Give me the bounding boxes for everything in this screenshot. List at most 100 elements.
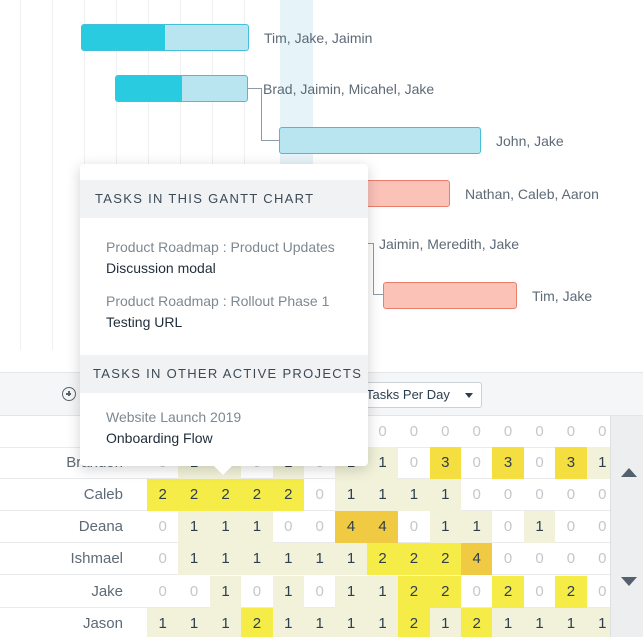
workload-cell[interactable]: 0 xyxy=(315,486,324,503)
workload-cell[interactable]: 1 xyxy=(272,576,304,608)
workload-cell[interactable]: 1 xyxy=(366,479,399,511)
workload-cell[interactable]: 2 xyxy=(398,543,430,575)
workload-cell[interactable]: 0 xyxy=(158,518,167,535)
workload-cell[interactable]: 0 xyxy=(535,583,544,600)
workload-cell[interactable]: 0 xyxy=(598,583,607,600)
workload-cell[interactable]: 3 xyxy=(429,447,461,479)
workload-cell[interactable]: 0 xyxy=(503,550,513,567)
workload-cell[interactable]: 3 xyxy=(555,447,587,479)
workload-cell[interactable]: 2 xyxy=(492,576,524,608)
workload-cell[interactable]: 0 xyxy=(252,583,262,600)
triangle-up-icon[interactable] xyxy=(621,468,637,477)
plus-circle-icon[interactable] xyxy=(62,387,76,401)
workload-cell[interactable]: 1 xyxy=(241,543,273,575)
workload-cell[interactable]: 0 xyxy=(189,583,199,600)
workload-cell[interactable]: 1 xyxy=(178,543,210,575)
workload-cell[interactable]: 2 xyxy=(178,479,210,511)
gantt-bar[interactable] xyxy=(115,75,248,102)
workload-cell[interactable]: 0 xyxy=(472,583,481,600)
workload-cell[interactable]: 1 xyxy=(209,608,242,637)
workload-cell[interactable]: 0 xyxy=(158,583,167,600)
workload-cell[interactable]: 1 xyxy=(461,511,493,543)
workload-cell[interactable]: 4 xyxy=(461,543,493,575)
workload-cell[interactable]: 0 xyxy=(566,518,576,535)
workload-cell[interactable]: 0 xyxy=(598,423,607,440)
workload-cell[interactable]: 2 xyxy=(398,576,430,608)
workload-cell[interactable]: 0 xyxy=(441,423,450,440)
workload-cell[interactable]: 2 xyxy=(555,576,587,608)
workload-cell[interactable]: 2 xyxy=(147,479,179,511)
workload-cell[interactable]: 1 xyxy=(241,511,273,543)
task-name-link[interactable]: Testing URL xyxy=(106,314,183,330)
workload-cell[interactable]: 1 xyxy=(178,608,210,637)
workload-cell[interactable]: 0 xyxy=(566,550,576,567)
workload-cell[interactable]: 0 xyxy=(598,550,607,567)
workload-cell[interactable]: 2 xyxy=(366,543,399,575)
workload-cell[interactable]: 1 xyxy=(304,608,336,637)
workload-cell[interactable]: 2 xyxy=(398,608,430,637)
workload-cell[interactable]: 0 xyxy=(472,454,481,471)
workload-cell[interactable]: 0 xyxy=(503,423,513,440)
workload-cell[interactable]: 0 xyxy=(503,486,513,503)
workload-cell[interactable]: 1 xyxy=(429,479,461,511)
workload-cell[interactable]: 1 xyxy=(366,576,399,608)
workload-cell[interactable]: 0 xyxy=(409,518,419,535)
workload-cell[interactable]: 1 xyxy=(178,511,210,543)
workload-cell[interactable]: 1 xyxy=(272,543,304,575)
workload-cell[interactable]: 1 xyxy=(209,543,242,575)
workload-cell[interactable]: 0 xyxy=(284,518,293,535)
workload-cell[interactable]: 0 xyxy=(535,550,544,567)
workload-cell[interactable]: 1 xyxy=(209,511,242,543)
workload-cell[interactable]: 2 xyxy=(429,576,461,608)
workload-cell[interactable]: 1 xyxy=(492,608,524,637)
workload-cell[interactable]: 1 xyxy=(304,543,336,575)
workload-cell[interactable]: 1 xyxy=(429,511,461,543)
workload-cell[interactable]: 1 xyxy=(272,608,304,637)
workload-cell[interactable]: 1 xyxy=(366,447,399,479)
workload-cell[interactable]: 1 xyxy=(209,576,242,608)
workload-cell[interactable]: 0 xyxy=(535,486,544,503)
workload-cell[interactable]: 1 xyxy=(147,608,179,637)
workload-cell[interactable]: 0 xyxy=(472,486,481,503)
workload-cell[interactable]: 1 xyxy=(429,608,461,637)
workload-cell[interactable]: 2 xyxy=(461,608,493,637)
workload-cell[interactable]: 0 xyxy=(535,423,544,440)
triangle-down-icon[interactable] xyxy=(621,577,637,586)
gantt-bar[interactable] xyxy=(279,127,481,154)
workload-cell[interactable]: 0 xyxy=(472,423,481,440)
workload-cell[interactable]: 4 xyxy=(335,511,367,543)
workload-cell[interactable]: 0 xyxy=(566,486,576,503)
workload-cell[interactable]: 0 xyxy=(378,423,387,440)
workload-cell[interactable]: 0 xyxy=(315,518,324,535)
workload-cell[interactable]: 2 xyxy=(429,543,461,575)
workload-cell[interactable]: 2 xyxy=(272,479,304,511)
workload-cell[interactable]: 1 xyxy=(366,608,399,637)
workload-cell[interactable]: 1 xyxy=(335,608,367,637)
workload-cell[interactable]: 0 xyxy=(409,423,419,440)
workload-cell[interactable]: 1 xyxy=(335,576,367,608)
workload-cell[interactable]: 0 xyxy=(158,550,167,567)
workload-cell[interactable]: 0 xyxy=(566,423,576,440)
workload-cell[interactable]: 0 xyxy=(503,518,513,535)
workload-cell[interactable]: 0 xyxy=(598,486,607,503)
workload-cell[interactable]: 1 xyxy=(335,479,367,511)
workload-cell[interactable]: 0 xyxy=(535,454,544,471)
workload-cell[interactable]: 1 xyxy=(523,608,556,637)
workload-cell[interactable]: 0 xyxy=(409,454,419,471)
task-name-link[interactable]: Discussion modal xyxy=(106,260,216,276)
workload-cell[interactable]: 1 xyxy=(555,608,587,637)
workload-cell[interactable]: 2 xyxy=(241,608,273,637)
workload-cell[interactable]: 3 xyxy=(492,447,524,479)
workload-cell[interactable]: 2 xyxy=(209,479,242,511)
task-name-link[interactable]: Onboarding Flow xyxy=(106,430,213,446)
workload-cell[interactable]: 4 xyxy=(366,511,399,543)
workload-cell[interactable]: 1 xyxy=(335,543,367,575)
gantt-bar[interactable] xyxy=(383,282,517,309)
workload-cell[interactable]: 0 xyxy=(598,518,607,535)
workload-cell[interactable]: 2 xyxy=(241,479,273,511)
workload-cell[interactable]: 1 xyxy=(523,511,556,543)
workload-cell[interactable]: 1 xyxy=(398,479,430,511)
workload-cell[interactable]: 0 xyxy=(315,583,324,600)
gantt-bar[interactable] xyxy=(81,24,249,51)
tasks-popover: TASKS IN THIS GANTT CHART Product Roadma… xyxy=(80,164,368,475)
